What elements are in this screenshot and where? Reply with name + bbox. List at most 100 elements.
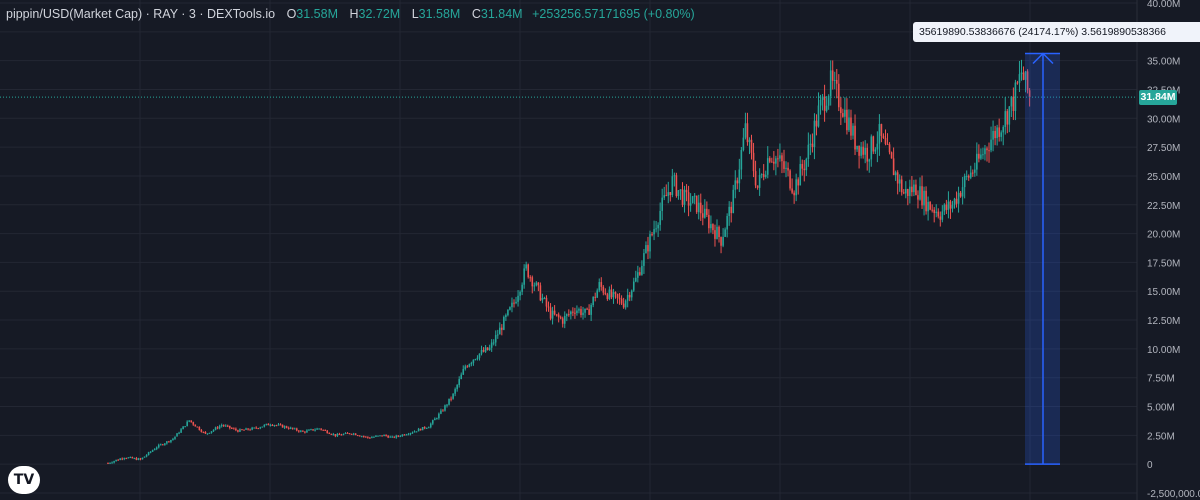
price-axis-tick-label: 15.00M xyxy=(1147,287,1180,298)
candle-body xyxy=(590,305,592,315)
candle-body xyxy=(269,424,272,426)
candle-body xyxy=(107,463,109,465)
open-key: O xyxy=(286,7,297,21)
candle-body xyxy=(628,294,631,298)
candle-body xyxy=(858,145,860,156)
candle-body xyxy=(651,234,653,236)
candle-body xyxy=(856,145,858,150)
candle-body xyxy=(998,127,1000,137)
candle-body xyxy=(953,198,956,205)
candle-body xyxy=(1000,132,1002,137)
candle-body xyxy=(127,457,130,459)
candle-body xyxy=(149,451,152,453)
price-range-measure[interactable] xyxy=(1025,52,1060,465)
candle-body xyxy=(949,201,952,209)
candle-body xyxy=(781,155,783,162)
candle-body xyxy=(243,429,245,431)
candle-body xyxy=(190,420,193,423)
candle-body xyxy=(164,443,166,445)
candle-body xyxy=(503,317,505,330)
price-axis-tick-label: -2,500,000.0 xyxy=(1147,489,1200,500)
candle-body xyxy=(907,188,909,196)
candle-body xyxy=(921,186,923,206)
price-axis-tick-label: 5.00M xyxy=(1147,403,1175,414)
candle-body xyxy=(137,458,140,460)
candle-body xyxy=(842,113,844,117)
candle-body xyxy=(302,430,304,432)
candle-body xyxy=(604,292,607,295)
candle-body xyxy=(868,159,871,162)
candle-body xyxy=(208,432,211,434)
candle-body xyxy=(322,429,324,431)
candle-body xyxy=(882,135,885,138)
candle-body xyxy=(492,342,495,344)
candle-body xyxy=(984,148,986,155)
candle-body xyxy=(523,268,525,285)
candle-body xyxy=(159,444,162,446)
candle-body xyxy=(740,149,743,170)
candle-body xyxy=(612,292,615,298)
candle-body xyxy=(450,398,452,400)
candle-body xyxy=(982,154,984,156)
candle-body xyxy=(896,172,899,184)
candle-body xyxy=(162,444,164,446)
candle-body xyxy=(937,211,940,217)
candle-body xyxy=(295,428,298,431)
candle-body xyxy=(945,204,948,210)
candle-body xyxy=(131,457,134,459)
price-axis[interactable]: 40.00M37.50M35.00M32.50M30.00M27.50M25.0… xyxy=(1147,0,1200,500)
candle-body xyxy=(738,169,741,184)
candle-body xyxy=(943,204,946,212)
candle-body xyxy=(275,425,278,427)
candle-body xyxy=(846,109,848,131)
price-axis-tick-label: 10.00M xyxy=(1147,345,1180,356)
open-value: 31.58M xyxy=(296,7,338,21)
candle-body xyxy=(917,195,919,200)
candle-body xyxy=(708,214,710,229)
candle-body xyxy=(976,153,978,170)
candle-body xyxy=(704,208,706,218)
candle-body xyxy=(864,147,866,155)
candle-body xyxy=(300,430,302,432)
candle-body xyxy=(456,385,458,390)
candle-body xyxy=(373,436,375,438)
candle-body xyxy=(287,427,290,429)
candle-body xyxy=(557,314,560,318)
candle-body xyxy=(255,427,257,429)
candle-body xyxy=(710,224,712,229)
candle-body xyxy=(338,433,341,435)
candle-body xyxy=(454,389,456,394)
candle-body xyxy=(766,158,769,175)
candle-body xyxy=(237,430,239,432)
candle-body xyxy=(145,455,148,457)
candle-body xyxy=(819,99,822,106)
candle-body xyxy=(407,434,410,436)
price-axis-tick-label: 27.50M xyxy=(1147,143,1180,154)
candle-body xyxy=(870,136,873,160)
candle-body xyxy=(718,226,720,238)
price-axis-tick-label: 20.00M xyxy=(1147,230,1180,241)
candle-body xyxy=(157,444,160,448)
candle-body xyxy=(405,434,408,436)
candle-body xyxy=(417,428,420,432)
symbol-title[interactable]: pippin/USD(Market Cap) · RAY · 3 · DEXTo… xyxy=(6,7,276,21)
candle-body xyxy=(429,423,432,428)
candle-body xyxy=(728,206,730,217)
candle-body xyxy=(365,436,367,438)
candle-body xyxy=(1002,126,1005,133)
candle-body xyxy=(996,127,998,139)
candle-body xyxy=(608,289,611,299)
candle-body xyxy=(298,430,300,432)
candle-body xyxy=(310,429,312,431)
tradingview-logo-icon[interactable]: TV xyxy=(8,466,40,494)
candle-body xyxy=(1006,111,1009,125)
candle-body xyxy=(261,426,264,428)
candle-body xyxy=(742,137,745,150)
candle-body xyxy=(482,349,485,352)
candle-body xyxy=(783,161,785,169)
candle-body xyxy=(200,430,203,432)
chart-legend-header: pippin/USD(Market Cap) · RAY · 3 · DEXTo… xyxy=(6,7,695,21)
candle-body xyxy=(990,139,992,151)
candle-body xyxy=(525,264,527,269)
